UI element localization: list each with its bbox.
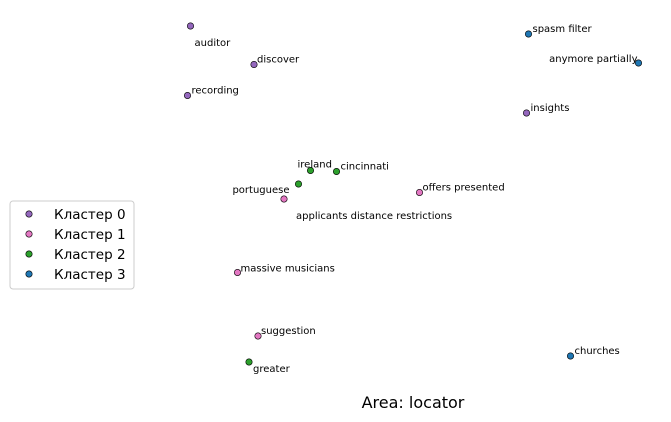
scatter-point [522,109,530,117]
legend-marker [25,270,33,278]
legend: Кластер 0 Кластер 1 Кластер 2 Кластер 3 [9,200,135,290]
point-label: massive musicians [241,264,335,275]
point-label: recording [192,86,239,97]
point-label: greater [253,364,291,375]
legend-items: Кластер 0 Кластер 1 Кластер 2 Кластер 3 [25,207,126,283]
point-label: suggestion [261,326,316,337]
scatter-point [234,268,242,276]
point-label: ireland [298,160,332,171]
scatter-point [294,180,302,188]
scatter-point [634,59,642,67]
legend-marker [25,210,33,218]
legend-label: Кластер 2 [54,247,126,263]
scatter-point [524,30,532,38]
legend-label: Кластер 3 [54,267,126,283]
point-label: insights [531,103,570,114]
legend-frame [9,200,135,290]
point-label: discover [257,55,300,66]
point-label: churches [575,346,620,357]
point-label: applicants distance restrictions [296,211,452,222]
points-layer [184,22,642,366]
scatter-point [245,358,253,366]
scatter-point [187,22,195,30]
area-annotation: Area: locator [362,393,465,412]
point-label: portuguese [232,185,289,196]
scatter-point [415,189,423,197]
point-labels-layer: auditor discover recording insights offers p… [192,24,638,375]
scatter-point [332,168,340,176]
legend-label: Кластер 1 [54,227,126,243]
point-label: spasm filter [533,24,593,35]
point-label: cincinnati [341,162,389,173]
legend-marker [25,250,33,258]
point-label: auditor [195,38,232,49]
scatter-point [184,92,192,100]
scatter-point [250,60,258,68]
legend-marker [25,230,33,238]
point-label: offers presented [423,183,505,194]
legend-label: Кластер 0 [54,207,126,223]
scatter-point [254,332,262,340]
point-label: anymore partially [549,54,637,65]
scatter-point [280,195,288,203]
scatter-point [566,352,574,360]
scatter-point [306,167,314,175]
